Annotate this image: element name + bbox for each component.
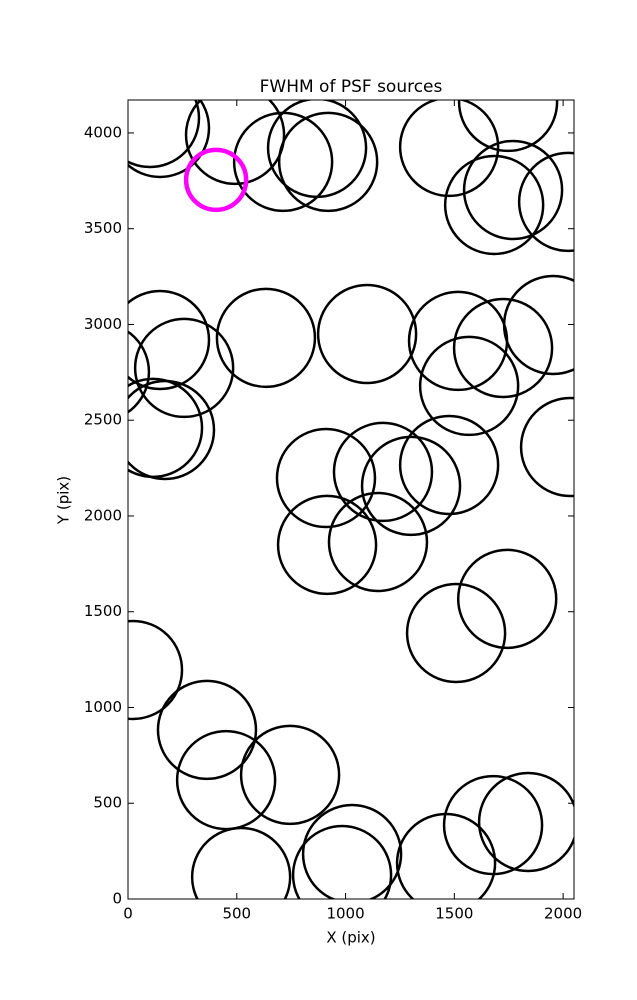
axes-frame [127, 99, 575, 900]
x-tick-label: 2000 [544, 905, 582, 923]
source-marker [332, 421, 434, 523]
source-marker [519, 396, 574, 498]
source-marker [477, 771, 574, 873]
source-marker [156, 679, 258, 781]
source-marker [316, 283, 418, 385]
source-marker [128, 330, 151, 414]
source-marker [239, 724, 341, 826]
source-marker [133, 317, 235, 419]
source-marker [215, 287, 317, 389]
y-tick-label: 3500 [84, 219, 122, 237]
source-marker [442, 774, 544, 876]
source-marker [128, 619, 184, 721]
source-marker [266, 100, 368, 199]
x-tick-label: 0 [123, 905, 133, 923]
source-marker [128, 100, 211, 179]
source-marker [275, 427, 377, 529]
y-tick-label: 1000 [84, 698, 122, 716]
source-marker [398, 100, 500, 198]
source-marker [452, 297, 554, 399]
source-marker [183, 147, 249, 213]
source-marker [291, 824, 393, 899]
source-marker [184, 100, 286, 186]
y-tick-label: 0 [112, 890, 122, 908]
source-marker [276, 494, 378, 596]
x-tick-label: 500 [222, 905, 251, 923]
y-tick-label: 2500 [84, 411, 122, 429]
y-tick-label: 1500 [84, 602, 122, 620]
y-tick-label: 4000 [84, 123, 122, 141]
source-marker [405, 582, 507, 684]
source-marker [360, 435, 462, 537]
source-marker [327, 491, 429, 593]
x-axis-label: X (pix) [326, 929, 375, 947]
y-axis-label: Y (pix) [55, 476, 73, 525]
source-marker [502, 274, 574, 376]
source-marker [418, 335, 520, 437]
y-tick-label: 2000 [84, 506, 122, 524]
source-marker [190, 826, 292, 899]
source-marker [462, 139, 564, 241]
source-marker [443, 154, 545, 256]
y-tick-label: 3000 [84, 315, 122, 333]
source-marker [398, 414, 500, 516]
source-marker [456, 548, 558, 650]
chart-title: FWHM of PSF sources [260, 77, 443, 97]
source-marker [457, 100, 559, 153]
plot-area [128, 100, 574, 899]
source-marker [128, 289, 211, 391]
source-marker [301, 803, 403, 899]
source-marker [128, 100, 201, 169]
source-marker [128, 379, 216, 481]
y-tick-label: 500 [93, 794, 122, 812]
x-tick-label: 1500 [435, 905, 473, 923]
source-marker [517, 151, 574, 253]
source-marker [277, 111, 379, 213]
x-tick-label: 1000 [326, 905, 364, 923]
